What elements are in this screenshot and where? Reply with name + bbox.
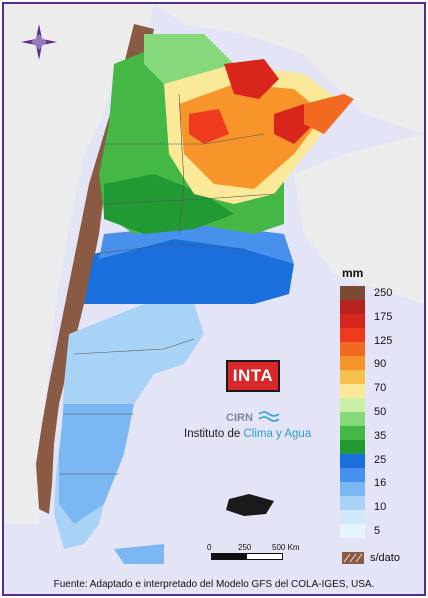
legend-swatch <box>340 286 365 300</box>
patagonia-lightblue <box>59 404 134 524</box>
uruguay-land <box>294 134 424 304</box>
legend-label: 5 <box>374 525 381 537</box>
scale-bar <box>211 553 283 560</box>
scale-label-0: 0 <box>207 543 212 552</box>
legend-swatch <box>340 412 365 426</box>
precipitation-map <box>4 4 424 564</box>
legend-swatch <box>340 524 365 538</box>
nodata-swatch <box>342 552 364 564</box>
institute-highlight: Clima y Agua <box>243 428 312 440</box>
tierra-del-fuego <box>114 544 164 564</box>
legend-label: 10 <box>374 501 387 514</box>
lightblue-belt <box>99 224 294 264</box>
legend-swatch <box>340 510 365 524</box>
chile-land <box>4 4 154 524</box>
legend-swatch <box>340 398 365 412</box>
cirn-label: CIRN <box>226 412 253 424</box>
legend-swatch <box>340 314 365 328</box>
darkgreen-zone <box>104 174 234 234</box>
legend-label: 25 <box>374 453 387 466</box>
legend-color-bar <box>340 286 365 538</box>
institute-prefix: Instituto de <box>184 428 244 440</box>
legend-swatch <box>340 482 365 496</box>
legend-label: 50 <box>374 406 387 418</box>
legend-swatch <box>340 300 365 314</box>
legend-label: 125 <box>374 334 393 347</box>
legend-label: 250 <box>374 287 393 299</box>
legend-swatch <box>340 454 365 468</box>
legend-swatch <box>340 384 365 398</box>
red-zone-2 <box>189 109 229 144</box>
inta-logo: INTA <box>226 360 280 392</box>
misiones-zone <box>304 94 354 134</box>
malvinas <box>226 494 274 516</box>
scale-label-500: 500 Km <box>272 543 300 552</box>
waves-icon <box>259 411 279 422</box>
red-zone-1 <box>224 59 279 99</box>
blue-band <box>84 234 294 304</box>
source-caption: Fuente: Adaptado e interpretado del Mode… <box>53 579 375 590</box>
legend-swatch <box>340 496 365 510</box>
legend-swatch <box>340 440 365 454</box>
bolivia-land <box>154 4 424 134</box>
legend-label: 175 <box>374 310 393 323</box>
legend-swatch <box>340 370 365 384</box>
legend-label: 35 <box>374 429 387 442</box>
legend-label: 90 <box>374 358 387 371</box>
legend-label: 16 <box>374 477 387 490</box>
legend-swatch <box>340 426 365 440</box>
legend-swatch <box>340 342 365 356</box>
legend-swatch <box>340 468 365 482</box>
legend-swatch <box>340 328 365 342</box>
legend-swatch <box>340 356 365 370</box>
compass-rose-icon <box>21 24 57 60</box>
legend-unit: mm <box>342 266 364 280</box>
institute-name: Instituto de Clima y Agua <box>184 428 311 440</box>
legend-label: 70 <box>374 382 387 395</box>
province-borders <box>59 93 275 475</box>
scale-label-250: 250 <box>238 543 252 552</box>
nodata-label: s/dato <box>370 552 400 564</box>
